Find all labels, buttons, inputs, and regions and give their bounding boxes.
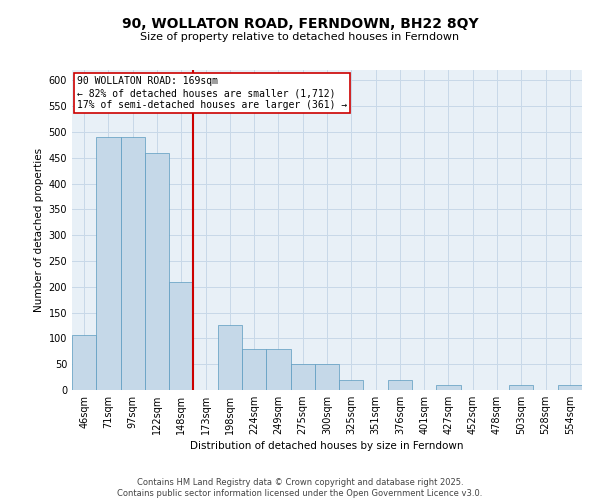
Text: Size of property relative to detached houses in Ferndown: Size of property relative to detached ho… [140,32,460,42]
Text: 90, WOLLATON ROAD, FERNDOWN, BH22 8QY: 90, WOLLATON ROAD, FERNDOWN, BH22 8QY [122,18,478,32]
Bar [121,137,145,390]
Bar [96,137,121,390]
Y-axis label: Number of detached properties: Number of detached properties [34,148,44,312]
Bar [72,335,96,390]
Bar [266,348,290,390]
Bar [339,380,364,390]
Bar [509,385,533,390]
Bar [388,380,412,390]
Bar [315,364,339,390]
Text: Contains HM Land Registry data © Crown copyright and database right 2025.
Contai: Contains HM Land Registry data © Crown c… [118,478,482,498]
Text: 90 WOLLATON ROAD: 169sqm
← 82% of detached houses are smaller (1,712)
17% of sem: 90 WOLLATON ROAD: 169sqm ← 82% of detach… [77,76,347,110]
Bar [436,385,461,390]
Bar [290,364,315,390]
Bar [145,152,169,390]
X-axis label: Distribution of detached houses by size in Ferndown: Distribution of detached houses by size … [190,442,464,452]
Bar [218,326,242,390]
Bar [169,282,193,390]
Bar [242,348,266,390]
Bar [558,385,582,390]
